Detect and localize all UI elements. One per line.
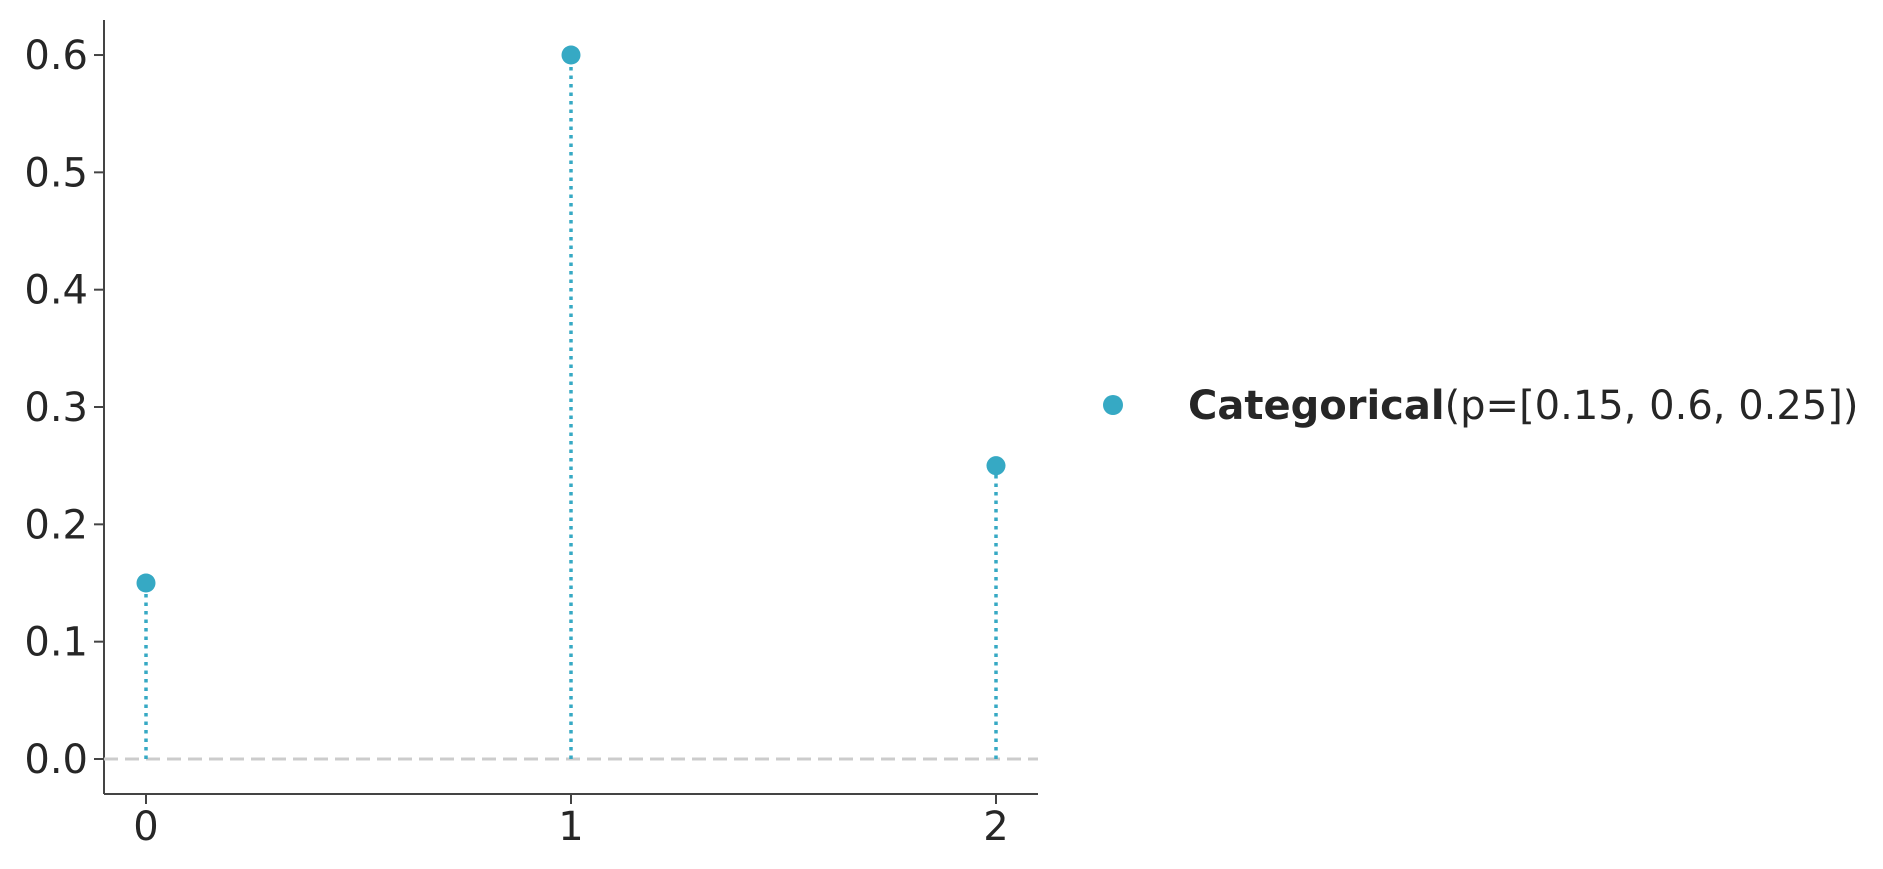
x-tick-label-0: 0	[133, 804, 158, 850]
legend-marker	[1103, 395, 1123, 415]
y-tick-label-0.0: 0.0	[24, 737, 88, 783]
y-tick-label-0.4: 0.4	[24, 268, 88, 314]
point-0	[136, 573, 156, 593]
y-tick-label-0.3: 0.3	[24, 385, 88, 431]
y-tick-label-0.6: 0.6	[24, 33, 88, 79]
y-tick-label-0.5: 0.5	[24, 150, 88, 196]
point-1	[561, 45, 581, 65]
stems-layer	[144, 55, 998, 759]
markers-layer	[136, 45, 1006, 593]
point-2	[986, 456, 1006, 476]
y-ticks: 0.0 0.1 0.2 0.3 0.4 0.5 0.6	[24, 33, 104, 783]
y-tick-label-0.2: 0.2	[24, 502, 88, 548]
x-tick-label-1: 1	[558, 804, 583, 850]
x-tick-label-2: 2	[983, 804, 1008, 850]
legend-label: Categorical(p=[0.15, 0.6, 0.25])	[1188, 383, 1859, 429]
y-tick-label-0.1: 0.1	[24, 620, 88, 666]
legend: Categorical(p=[0.15, 0.6, 0.25])	[1103, 383, 1859, 429]
legend-label-bold: Categorical	[1188, 383, 1445, 429]
x-ticks: 0 1 2	[133, 794, 1009, 850]
legend-label-rest: (p=[0.15, 0.6, 0.25])	[1445, 383, 1859, 429]
